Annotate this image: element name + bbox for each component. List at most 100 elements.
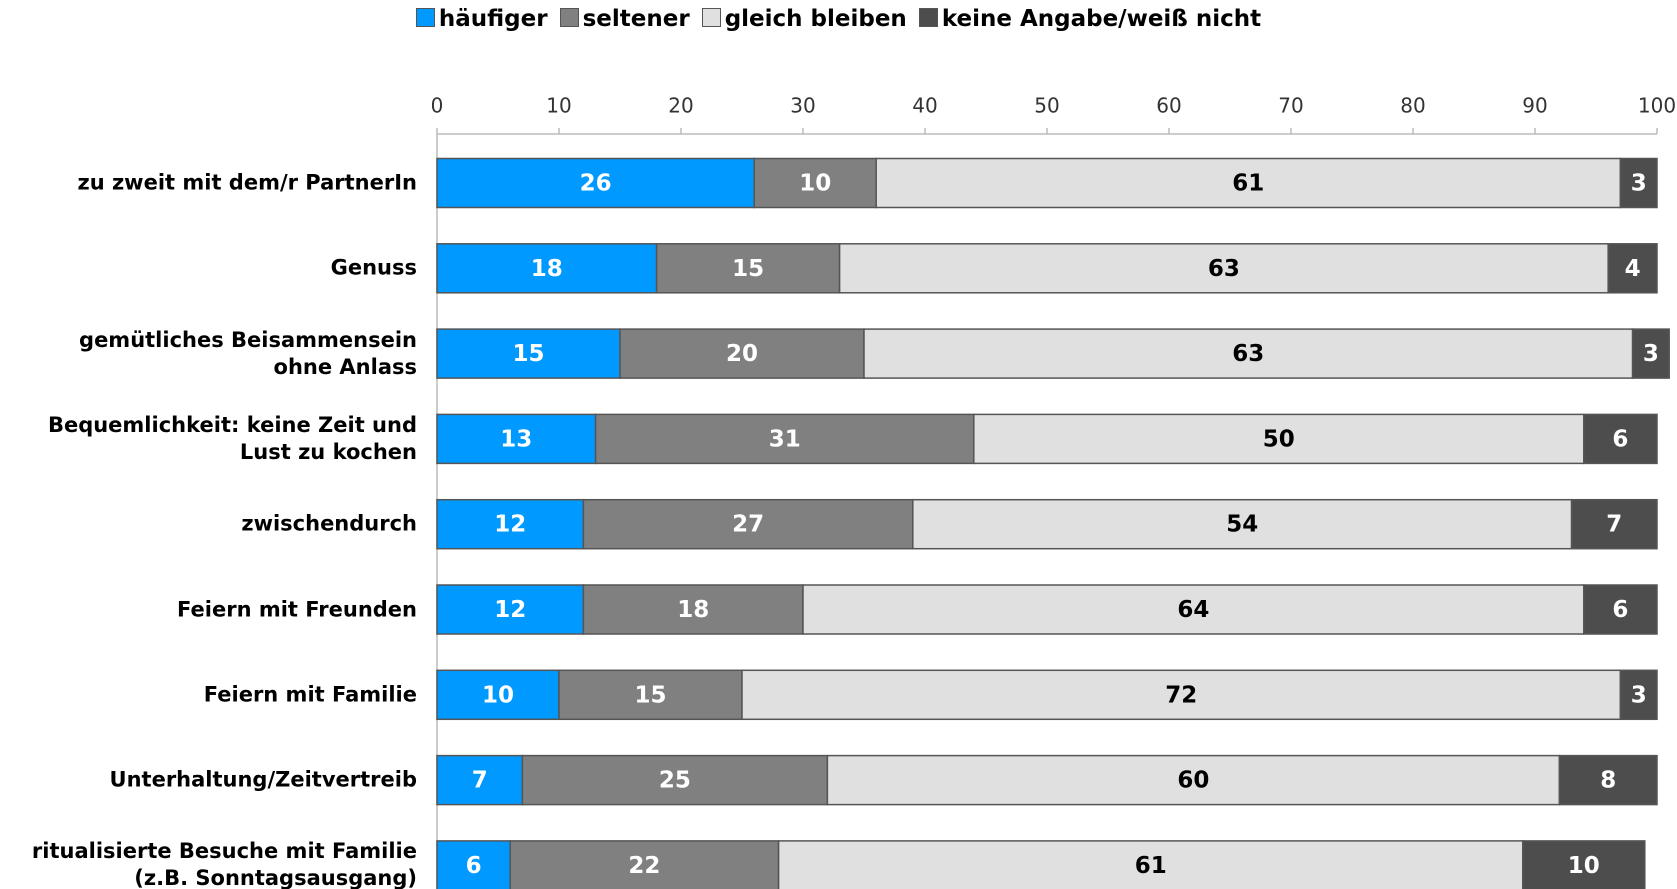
bar-segment — [521, 754, 829, 806]
bar-segment — [436, 754, 524, 806]
legend-label: gleich bleiben — [724, 6, 907, 32]
value-label: 25 — [659, 768, 691, 794]
legend-label: häufiger — [438, 6, 548, 32]
x-tick-label: 80 — [1400, 94, 1425, 118]
value-label: 63 — [1208, 256, 1240, 282]
legend-item: gleich bleiben — [701, 6, 907, 32]
category-label: Feiern mit Familie — [203, 682, 417, 707]
value-label: 54 — [1226, 512, 1258, 538]
x-tick-label: 10 — [546, 94, 571, 118]
bar-segment — [777, 840, 1524, 889]
bar-segment — [863, 328, 1634, 379]
category-label: Bequemlichkeit: keine Zeit und Lust zu k… — [47, 412, 417, 464]
legend-swatch — [701, 8, 721, 27]
value-label: 15 — [634, 682, 666, 708]
value-label: 50 — [1263, 426, 1295, 452]
bar-segment — [1607, 243, 1658, 294]
value-label: 15 — [512, 341, 544, 367]
value-label: 27 — [732, 512, 764, 538]
x-tick-label: 30 — [790, 94, 815, 118]
bar-segment — [1570, 498, 1658, 550]
bar-segment — [1583, 584, 1658, 635]
legend-label: seltener — [582, 6, 690, 32]
legend-swatch — [918, 8, 938, 27]
value-label: 12 — [494, 512, 526, 538]
bar-segment — [436, 498, 585, 550]
bar-segment — [436, 157, 755, 209]
value-label: 18 — [677, 597, 709, 623]
bar-segment — [741, 669, 1622, 721]
bar-segment — [838, 243, 1609, 294]
bar-segment — [582, 498, 914, 550]
category-label: zwischendurch — [241, 511, 417, 536]
legend: häufiger seltener gleich bleiben keine Anga… — [0, 6, 1677, 32]
value-label: 20 — [726, 341, 758, 367]
value-label: 6 — [1612, 426, 1628, 452]
bar-segment — [509, 840, 780, 889]
value-label: 6 — [1612, 597, 1628, 623]
bar-segment — [436, 413, 597, 465]
x-tick-label: 100 — [1638, 94, 1676, 118]
value-label: 4 — [1625, 256, 1641, 282]
legend-item: seltener — [559, 6, 690, 32]
x-tick-label: 60 — [1156, 94, 1181, 118]
x-tick-label: 50 — [1034, 94, 1059, 118]
category-label: Genuss — [330, 255, 417, 280]
x-tick-label: 70 — [1278, 94, 1303, 118]
category-label: ritualisierte Besuche mit Familie (z.B. … — [31, 839, 417, 889]
value-label: 61 — [1232, 171, 1264, 197]
bar-segment — [1583, 413, 1658, 465]
value-label: 3 — [1631, 171, 1647, 197]
value-label: 26 — [580, 171, 612, 197]
x-tick-label: 20 — [668, 94, 693, 118]
bar-segment — [1619, 157, 1658, 209]
bar-segment — [1631, 328, 1670, 379]
legend-item: keine Angabe/weiß nicht — [918, 6, 1262, 32]
value-label: 64 — [1177, 597, 1209, 623]
bar-segment — [1522, 840, 1646, 889]
x-tick-label: 0 — [431, 94, 444, 118]
x-tick-label: 90 — [1522, 94, 1547, 118]
value-label: 10 — [799, 171, 831, 197]
value-label: 3 — [1631, 682, 1647, 708]
bar-segment — [802, 584, 1585, 635]
bar-segment — [436, 669, 560, 721]
bar-segment — [875, 157, 1622, 209]
value-label: 8 — [1600, 768, 1616, 794]
value-label: 22 — [628, 853, 660, 879]
bar-segment — [436, 840, 511, 889]
value-label: 31 — [769, 426, 801, 452]
value-label: 60 — [1177, 768, 1209, 794]
bar-segment — [973, 413, 1585, 465]
category-label: zu zweit mit dem/r PartnerIn — [77, 170, 417, 195]
value-label: 13 — [500, 426, 532, 452]
value-label: 18 — [531, 256, 563, 282]
value-label: 7 — [1606, 512, 1622, 538]
value-label: 3 — [1643, 341, 1659, 367]
category-label: Feiern mit Freunden — [177, 597, 417, 621]
bar-segment — [619, 328, 865, 379]
bar-segment — [436, 584, 585, 635]
value-label: 10 — [1568, 853, 1600, 879]
bar-segment — [594, 413, 975, 465]
value-label: 63 — [1232, 341, 1264, 367]
value-label: 72 — [1165, 682, 1197, 708]
category-label: gemütliches Beisammensein ohne Anlass — [79, 327, 417, 379]
bar-segment — [753, 157, 877, 209]
bar-segment — [436, 328, 621, 379]
legend-swatch — [415, 8, 435, 27]
legend-label: keine Angabe/weiß nicht — [941, 6, 1262, 32]
bar-segment — [826, 754, 1561, 806]
bar-segment — [912, 498, 1573, 550]
legend-item: häufiger — [415, 6, 548, 32]
value-label: 15 — [732, 256, 764, 282]
value-label: 10 — [482, 682, 514, 708]
legend-swatch — [559, 8, 579, 27]
value-label: 12 — [494, 597, 526, 623]
value-label: 6 — [466, 853, 482, 879]
bar-segment — [1619, 669, 1658, 721]
value-label: 61 — [1135, 853, 1167, 879]
bar-segment — [436, 243, 658, 294]
